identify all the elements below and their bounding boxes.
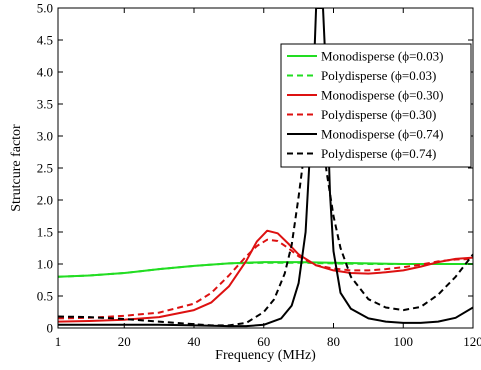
legend-label-2: Polydisperse (ϕ=0.03) [321,68,436,83]
x-tick-label: 1 [55,334,62,349]
y-axis-label: Strutcure factor [9,124,24,212]
series-line-3 [58,229,473,323]
series-line-2 [58,261,473,278]
legend-label-6: Polydisperse (ϕ=0.74) [321,146,436,161]
y-tick-label: 2.0 [37,193,53,208]
y-tick-label: 0 [47,321,54,336]
legend: Monodisperse (ϕ=0.03) Polydisperse (ϕ=0.0… [280,43,472,168]
x-tick-label: 60 [257,334,270,349]
x-tick-label: 20 [118,334,131,349]
legend-label-4: Polydisperse (ϕ=0.30) [321,107,436,122]
y-tick-label: 2.5 [37,161,53,176]
x-tick-label: 100 [394,334,414,349]
y-tick-label: 4.0 [37,65,53,80]
y-tick-label: 3.0 [37,129,53,144]
y-tick-label: 1.5 [37,225,53,240]
ticks-layer: 1 20 40 60 80 100 12000.51.01.52.02.53.03.54.0… [37,1,481,350]
y-tick-label: 0.5 [37,289,53,304]
y-tick-label: 4.5 [37,33,53,48]
x-axis-label: Frequency (MHz) [215,348,316,363]
series-line-6 [58,87,473,327]
x-tick-label: 80 [327,334,340,349]
series-layer [58,8,473,328]
legend-label-5: Monodisperse (ϕ=0.74) [321,127,444,142]
series-line-4 [58,238,473,320]
legend-label-3: Monodisperse (ϕ=0.30) [321,88,444,103]
y-tick-label: 1.0 [37,257,53,272]
legend-box [280,43,472,168]
legend-label-1: Monodisperse (ϕ=0.03) [321,49,444,64]
y-tick-label: 5.0 [37,1,53,16]
x-tick-label: 40 [188,334,201,349]
y-tick-label: 3.5 [37,97,53,112]
x-tick-label: 120 [463,334,481,349]
